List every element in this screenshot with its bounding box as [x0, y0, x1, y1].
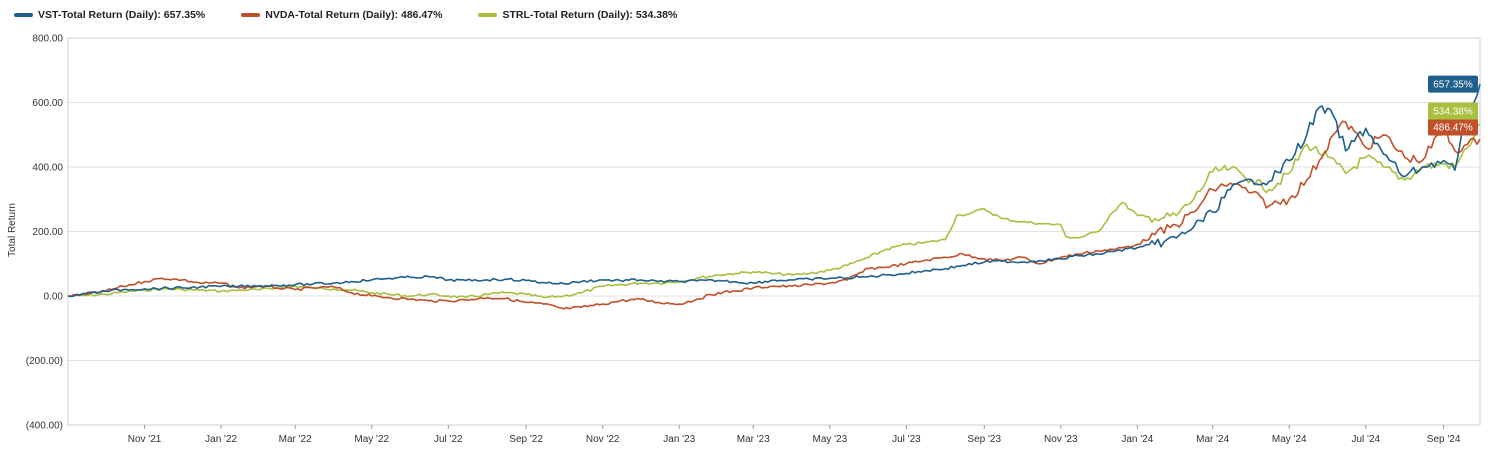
x-tick-label: May '22: [354, 434, 389, 445]
x-tick-label: Nov '21: [128, 434, 162, 445]
y-tick-label: (400.00): [26, 421, 63, 432]
end-value-flags: 657.35% 486.47% 534.38%: [1428, 75, 1478, 136]
legend-item-vst[interactable]: VST-Total Return (Daily): 657.35%: [14, 9, 205, 21]
end-flag-label: 657.35%: [1433, 80, 1473, 91]
end-flag-nvda: 486.47%: [1428, 118, 1478, 136]
y-axis-label: Total Return: [7, 203, 18, 257]
end-flag-vst: 657.35%: [1428, 75, 1478, 93]
x-tick-label: Nov '23: [1044, 434, 1078, 445]
series-line-nvda[interactable]: [67, 120, 1481, 310]
end-flag-label: 534.38%: [1433, 107, 1473, 118]
x-tick-label: Mar '22: [279, 434, 312, 445]
y-axis: 800.00 600.00 400.00 200.00 0.00 (200.00) (400…: [26, 34, 64, 432]
legend-item-nvda[interactable]: NVDA-Total Return (Daily): 486.47%: [241, 9, 442, 21]
chart-legend: VST-Total Return (Daily): 657.35% NVDA-T…: [14, 7, 713, 23]
x-tick-label: Mar '24: [1196, 434, 1229, 445]
x-tick-label: Jul '23: [892, 434, 921, 445]
grid-lines: [67, 37, 1481, 426]
x-tick-label: Jul '22: [434, 434, 463, 445]
end-flag-label: 486.47%: [1433, 123, 1473, 134]
x-tick-label: Jan '24: [1121, 434, 1153, 445]
legend-label-vst: VST-Total Return (Daily): 657.35%: [38, 9, 206, 21]
legend-item-strl[interactable]: STRL-Total Return (Daily): 534.38%: [478, 9, 677, 21]
x-axis: Nov '21 Jan '22 Mar '22 May '22 Jul '22 Sep '…: [128, 425, 1461, 445]
x-tick-label: Sep '22: [509, 434, 543, 445]
x-tick-label: Jul '24: [1351, 434, 1380, 445]
legend-swatch-vst: [14, 13, 33, 17]
x-tick-label: Sep '24: [1427, 434, 1461, 445]
y-tick-label: 800.00: [32, 34, 63, 45]
x-tick-label: May '24: [1272, 434, 1307, 445]
series-line-vst[interactable]: [67, 83, 1481, 298]
legend-swatch-strl: [478, 13, 498, 17]
x-tick-label: Sep '23: [967, 434, 1001, 445]
end-flag-bg: [1428, 75, 1478, 93]
x-tick-label: Mar '23: [737, 434, 770, 445]
end-flag-bg: [1428, 118, 1478, 136]
end-flag-bg: [1428, 102, 1478, 120]
series-lines: [67, 83, 1481, 310]
legend-label-nvda: NVDA-Total Return (Daily): 486.47%: [265, 9, 443, 21]
y-tick-label: 400.00: [32, 163, 63, 174]
y-tick-label: 600.00: [32, 98, 63, 109]
x-tick-label: Nov '22: [586, 434, 620, 445]
plot-frame: [67, 37, 1481, 426]
x-tick-label: Jan '23: [663, 434, 695, 445]
series-line-strl[interactable]: [67, 123, 1481, 299]
y-tick-label: 200.00: [32, 227, 63, 238]
x-tick-label: May '23: [813, 434, 848, 445]
end-flag-strl: 534.38%: [1428, 102, 1478, 120]
legend-swatch-nvda: [241, 13, 261, 17]
legend-label-strl: STRL-Total Return (Daily): 534.38%: [502, 9, 678, 21]
y-tick-label: 0.00: [44, 292, 64, 303]
x-tick-label: Jan '22: [205, 434, 237, 445]
y-tick-label: (200.00): [26, 356, 63, 367]
